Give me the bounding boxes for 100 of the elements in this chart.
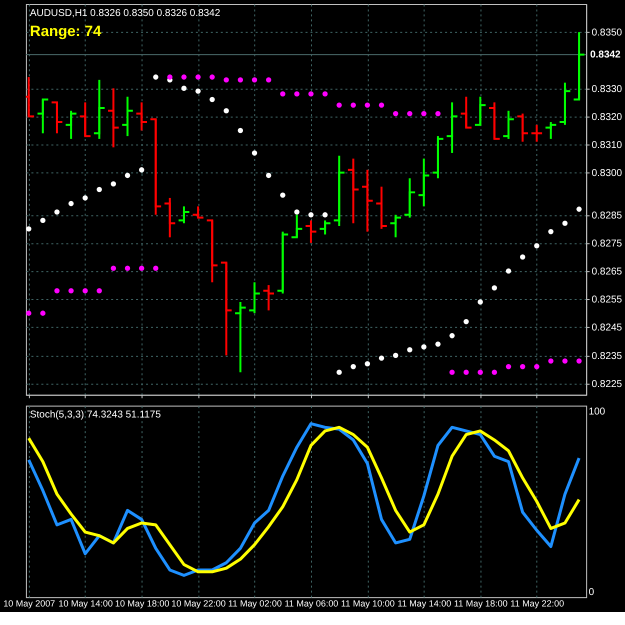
point	[195, 74, 201, 80]
y-tick-label: 0.8285	[592, 210, 623, 222]
point	[378, 102, 384, 108]
y-tick-label: 0.8320	[592, 112, 623, 123]
point	[506, 364, 512, 370]
point	[26, 226, 32, 232]
candlestick	[361, 168, 374, 233]
y-tick-label: 0.8225	[592, 378, 623, 390]
candlestick	[488, 101, 501, 140]
candlestick	[530, 124, 544, 143]
point	[54, 209, 60, 215]
y-tick-label: 0.8245	[592, 322, 623, 334]
x-tick-label: 10 May 14:00	[58, 598, 113, 609]
point	[153, 74, 158, 80]
point	[322, 91, 328, 97]
point	[392, 110, 398, 116]
candlestick	[332, 154, 346, 228]
candlestick	[78, 101, 92, 138]
point	[308, 91, 314, 97]
point	[294, 209, 300, 215]
candlestick	[516, 112, 529, 143]
candlestick	[558, 82, 572, 126]
point	[40, 310, 46, 316]
chart-title: AUDUSD,H1 0.8326 0.8350 0.8326 0.8342	[30, 8, 221, 19]
point	[294, 91, 300, 97]
y-tick-label: 0	[588, 587, 595, 598]
point	[138, 167, 144, 172]
chart-title: Stoch(5,3,3) 74.3243 51.1175	[30, 410, 162, 421]
x-tick-label: 11 May 18:00	[454, 598, 508, 609]
point	[492, 370, 498, 375]
point	[252, 77, 258, 82]
candlestick	[121, 96, 134, 138]
candlestick	[107, 87, 120, 148]
candlestick	[346, 158, 360, 224]
candlestick	[248, 281, 261, 314]
y-tick-label: 0.8300	[592, 168, 623, 180]
point	[110, 266, 116, 271]
x-tick-label: 10 May 18:00	[114, 598, 170, 609]
point	[110, 181, 116, 187]
point	[407, 110, 412, 116]
point	[308, 212, 314, 218]
point	[421, 344, 426, 350]
candlestick	[375, 186, 388, 230]
candlestick	[178, 205, 190, 224]
point	[576, 358, 582, 364]
point	[96, 288, 102, 294]
y-tick-label: 0.8255	[592, 294, 623, 306]
point	[562, 220, 568, 226]
point	[407, 347, 412, 352]
candlestick	[460, 96, 473, 129]
candlestick	[389, 214, 402, 238]
candlestick	[403, 177, 416, 219]
x-tick-label: 10 May 22:00	[171, 598, 226, 609]
point	[195, 88, 201, 94]
point	[54, 288, 60, 294]
point	[153, 266, 158, 271]
x-tick-label: 11 May 22:00	[510, 598, 564, 609]
point	[421, 110, 426, 116]
point	[40, 218, 46, 224]
candlestick	[544, 121, 558, 140]
candlestick	[276, 230, 290, 295]
point	[478, 370, 483, 375]
candlestick	[149, 118, 162, 216]
candlestick	[446, 101, 458, 154]
point	[478, 299, 483, 305]
y-tick-label: 0.8275	[592, 238, 623, 250]
point	[210, 96, 215, 102]
candlestick	[502, 110, 515, 140]
y-tick-label: 0.8265	[592, 266, 623, 278]
point	[252, 150, 258, 156]
point	[378, 356, 384, 361]
point	[82, 288, 88, 294]
point	[224, 77, 229, 82]
point	[548, 358, 554, 364]
point	[138, 266, 144, 271]
point	[124, 172, 130, 178]
candlestick	[318, 219, 332, 236]
point	[280, 91, 286, 97]
candlestick	[50, 101, 64, 134]
point	[336, 102, 342, 108]
x-tick-label: 11 May 06:00	[284, 598, 338, 609]
point	[534, 243, 540, 248]
point	[238, 128, 244, 134]
point	[210, 74, 215, 80]
point	[392, 352, 398, 358]
point	[506, 268, 512, 274]
point	[181, 74, 187, 80]
candlestick	[92, 78, 106, 140]
point	[435, 110, 441, 116]
x-tick-label: 11 May 10:00	[341, 598, 395, 609]
x-tick-label: 11 May 14:00	[398, 598, 452, 609]
y-tick-label: 100	[588, 406, 606, 418]
point	[449, 333, 455, 338]
point	[26, 310, 32, 316]
point	[464, 370, 469, 375]
candlestick	[432, 135, 444, 180]
y-tick-label: 0.8330	[592, 84, 623, 95]
point	[322, 212, 328, 218]
point	[464, 318, 469, 324]
point	[364, 102, 370, 108]
